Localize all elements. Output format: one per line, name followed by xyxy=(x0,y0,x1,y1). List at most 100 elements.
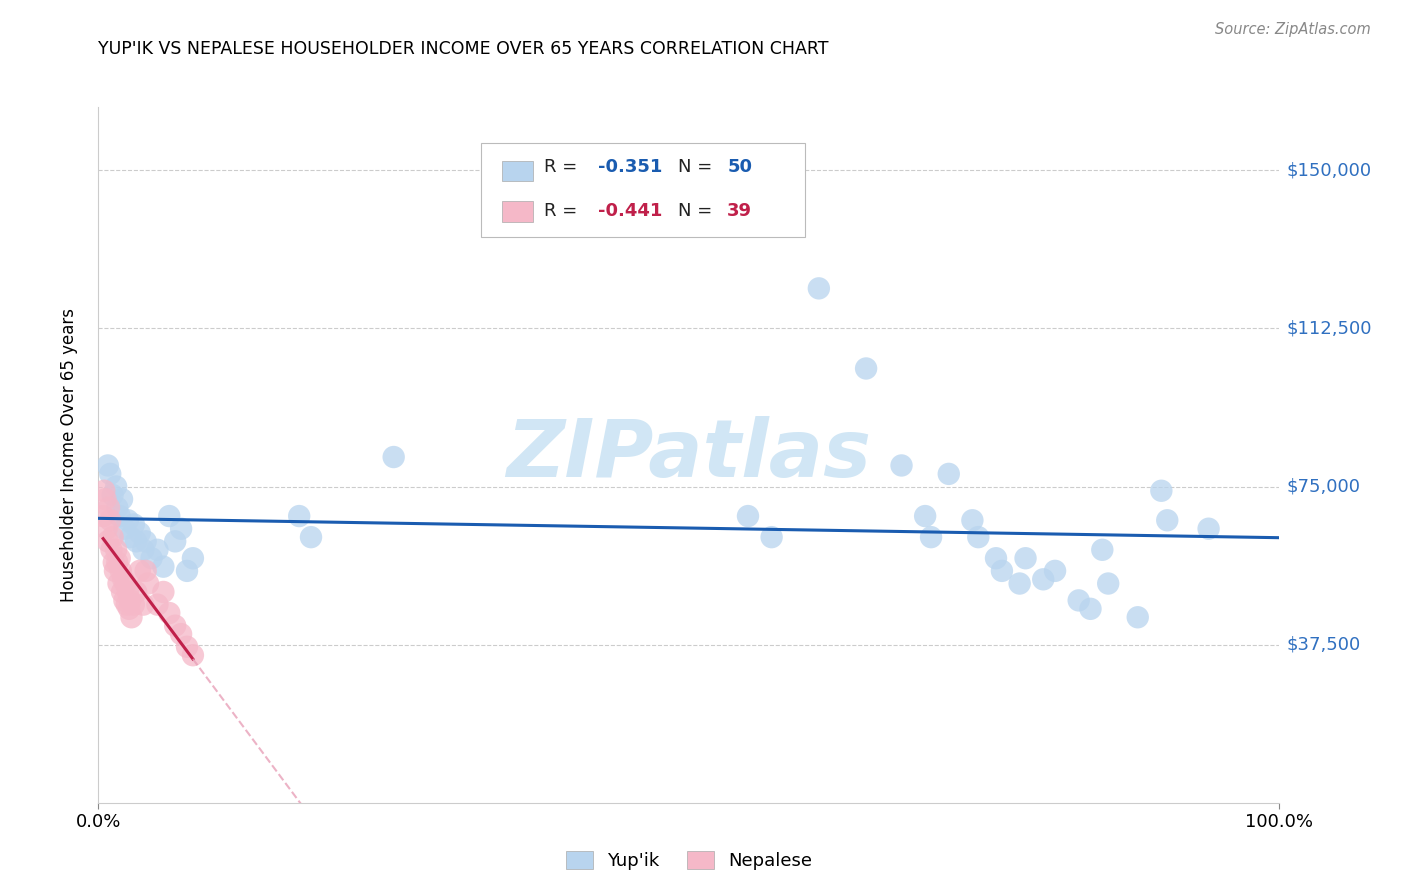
Point xyxy=(382,450,405,464)
Point xyxy=(1080,602,1102,616)
Text: $112,500: $112,500 xyxy=(1286,319,1372,337)
Point xyxy=(176,640,198,654)
Text: $37,500: $37,500 xyxy=(1286,636,1361,654)
Point xyxy=(1008,576,1031,591)
Point xyxy=(112,522,135,536)
Point xyxy=(1150,483,1173,498)
Point xyxy=(1032,572,1054,586)
Point xyxy=(104,564,127,578)
Point xyxy=(101,488,124,502)
Point xyxy=(108,509,131,524)
Point xyxy=(920,530,942,544)
Point xyxy=(984,551,1007,566)
Legend: Yup'ik, Nepalese: Yup'ik, Nepalese xyxy=(558,844,820,877)
Point xyxy=(101,530,124,544)
Point xyxy=(181,551,204,566)
Point xyxy=(105,479,128,493)
Point xyxy=(991,564,1014,578)
Text: N =: N = xyxy=(678,202,718,219)
Point xyxy=(121,610,143,624)
Point xyxy=(118,602,141,616)
Point xyxy=(1043,564,1066,578)
Point xyxy=(152,585,174,599)
Text: N =: N = xyxy=(678,158,718,176)
Point xyxy=(855,361,877,376)
Point xyxy=(103,556,125,570)
Point xyxy=(94,492,117,507)
Point xyxy=(914,509,936,524)
Point xyxy=(1198,522,1220,536)
Point xyxy=(128,525,150,540)
Point xyxy=(111,492,134,507)
Point xyxy=(170,522,193,536)
Point xyxy=(135,534,157,549)
Point xyxy=(108,551,131,566)
Point xyxy=(97,534,120,549)
Point xyxy=(105,500,128,515)
Text: ZIPatlas: ZIPatlas xyxy=(506,416,872,494)
Point xyxy=(132,542,155,557)
Point xyxy=(98,467,121,481)
Point xyxy=(152,559,174,574)
Text: 50: 50 xyxy=(727,158,752,176)
Point xyxy=(122,598,145,612)
Point xyxy=(141,551,163,566)
Point xyxy=(1156,513,1178,527)
Point xyxy=(112,593,135,607)
Point xyxy=(120,593,142,607)
Point xyxy=(1126,610,1149,624)
Point xyxy=(132,598,155,612)
Point xyxy=(157,606,180,620)
Point xyxy=(91,509,114,524)
Point xyxy=(967,530,990,544)
Text: Source: ZipAtlas.com: Source: ZipAtlas.com xyxy=(1215,22,1371,37)
Point xyxy=(288,509,311,524)
Point xyxy=(112,572,135,586)
Point xyxy=(807,281,830,295)
Text: R =: R = xyxy=(544,158,583,176)
Point xyxy=(98,513,121,527)
Point xyxy=(1097,576,1119,591)
Point xyxy=(1091,542,1114,557)
Point xyxy=(157,509,180,524)
Point xyxy=(170,627,193,641)
Point xyxy=(938,467,960,481)
Point xyxy=(181,648,204,663)
Point xyxy=(96,522,118,536)
Point xyxy=(100,542,122,557)
Point xyxy=(962,513,984,527)
Text: $75,000: $75,000 xyxy=(1286,477,1361,496)
Text: -0.351: -0.351 xyxy=(598,158,662,176)
Point xyxy=(125,585,148,599)
Point xyxy=(146,542,169,557)
Point xyxy=(165,534,187,549)
Point xyxy=(299,530,322,544)
Point xyxy=(98,500,121,515)
Point xyxy=(1014,551,1036,566)
Point xyxy=(111,585,134,599)
Point xyxy=(890,458,912,473)
Point xyxy=(761,530,783,544)
Point xyxy=(165,618,187,632)
Point xyxy=(737,509,759,524)
Point xyxy=(114,576,136,591)
Point xyxy=(146,598,169,612)
Point xyxy=(110,564,132,578)
Point xyxy=(122,517,145,532)
Point xyxy=(105,542,128,557)
Point xyxy=(115,598,138,612)
Point xyxy=(136,576,159,591)
Point xyxy=(117,585,139,599)
Text: YUP'IK VS NEPALESE HOUSEHOLDER INCOME OVER 65 YEARS CORRELATION CHART: YUP'IK VS NEPALESE HOUSEHOLDER INCOME OV… xyxy=(98,40,830,58)
Point xyxy=(135,564,157,578)
Point xyxy=(107,576,129,591)
Point xyxy=(128,564,150,578)
Y-axis label: Householder Income Over 65 years: Householder Income Over 65 years xyxy=(59,308,77,602)
Point xyxy=(105,556,128,570)
Text: R =: R = xyxy=(544,202,583,219)
Point xyxy=(176,564,198,578)
Point xyxy=(120,530,142,544)
Text: 39: 39 xyxy=(727,202,752,219)
Point xyxy=(125,534,148,549)
Point xyxy=(117,513,139,527)
